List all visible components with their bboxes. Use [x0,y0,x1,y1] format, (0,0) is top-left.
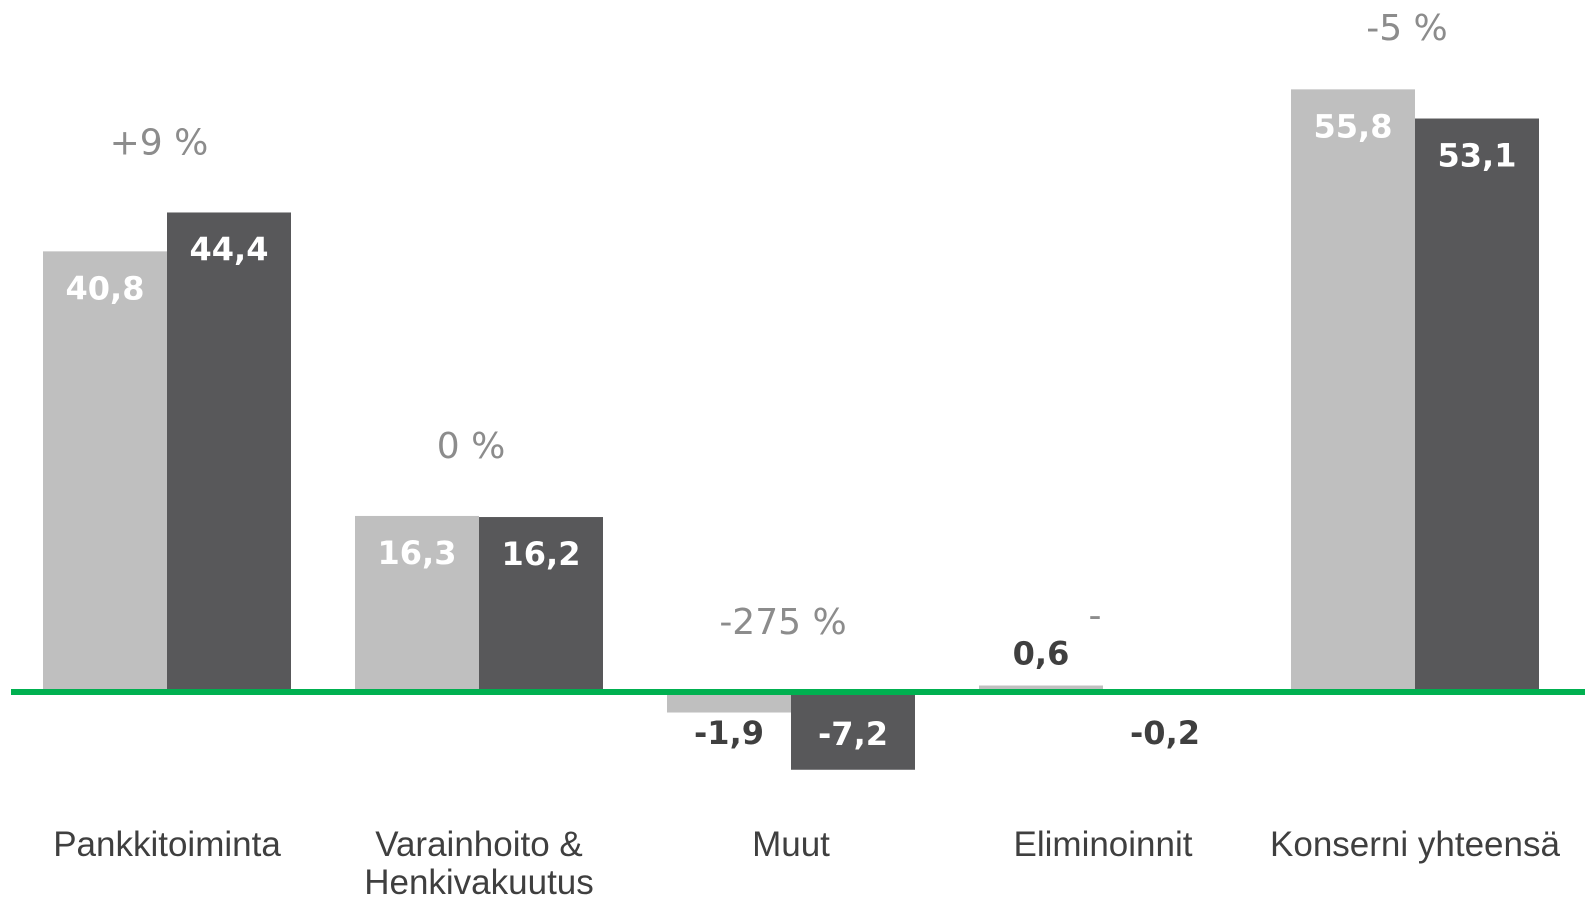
value-label: 0,6 [1013,635,1070,673]
x-tick-label: Eliminoinnit [1013,825,1193,864]
value-label: -1,9 [694,714,764,752]
annotation: +9 % [110,122,209,163]
bar [667,692,791,713]
x-tick-label: Pankkitoiminta [53,825,281,864]
x-tick-label: Muut [752,825,830,864]
bar [979,685,1103,692]
bar [355,515,479,692]
bar [791,692,915,770]
x-tick-label: Konserni yhteensä [1270,825,1560,864]
value-label: -0,2 [1130,714,1200,752]
bar [43,251,167,693]
value-label: 16,3 [378,534,457,572]
value-label: 40,8 [66,269,145,307]
value-label: 55,8 [1314,107,1393,145]
bar [1291,89,1415,693]
value-label: 53,1 [1438,137,1517,175]
value-label: 44,4 [190,230,269,268]
value-label: -7,2 [818,715,888,753]
annotation: - [1089,596,1102,637]
bar [167,212,291,693]
x-tick-label: Varainhoito & Henkivakuutus [364,825,594,902]
value-label: 16,2 [502,535,581,573]
annotation: 0 % [437,426,506,467]
annotation: -275 % [719,602,846,643]
annotation: -5 % [1366,8,1448,49]
bar [479,517,603,692]
bar [1415,118,1539,692]
